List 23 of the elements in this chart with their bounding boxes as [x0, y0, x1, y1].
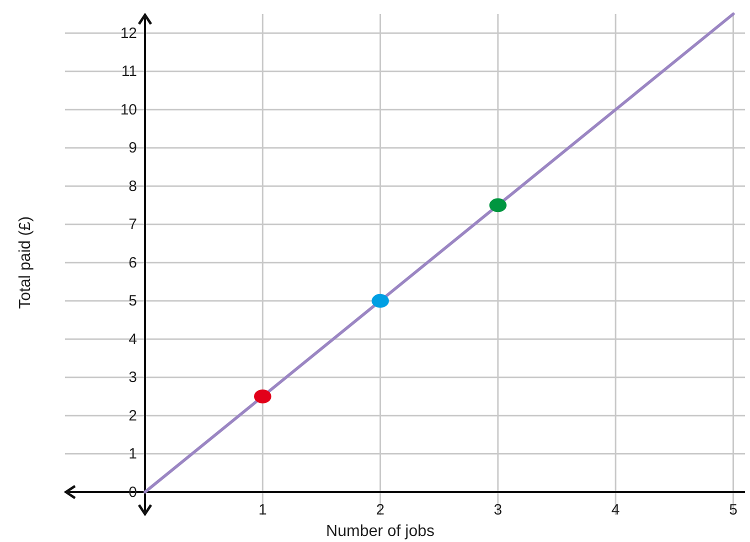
point [254, 390, 272, 404]
y-axis-title: Total paid (£) [17, 216, 34, 309]
x-tick-label: 1 [258, 502, 267, 519]
y-tick-label: 9 [128, 140, 137, 157]
y-tick-label: 2 [128, 407, 137, 424]
y-tick-label: 1 [128, 446, 137, 463]
y-tick-label: 3 [128, 369, 137, 386]
point [372, 294, 389, 308]
y-tick-label: 10 [120, 101, 137, 118]
line-series [144, 12, 735, 494]
point [489, 198, 507, 212]
x-axis-title: Number of jobs [326, 523, 435, 540]
y-tick-label: 12 [120, 24, 137, 42]
y-tick-label: 4 [128, 330, 137, 348]
x-tick-label: 5 [729, 502, 738, 519]
x-tick-label: 2 [376, 502, 384, 519]
x-tick-label: 4 [611, 502, 620, 519]
y-tick-label: 11 [121, 63, 137, 80]
y-tick-label: 7 [128, 216, 137, 234]
y-tick-label: 5 [128, 292, 137, 310]
x-tick-label: 3 [494, 502, 502, 519]
y-tick-label: 8 [128, 178, 137, 195]
y-tick-label: 6 [128, 254, 137, 272]
